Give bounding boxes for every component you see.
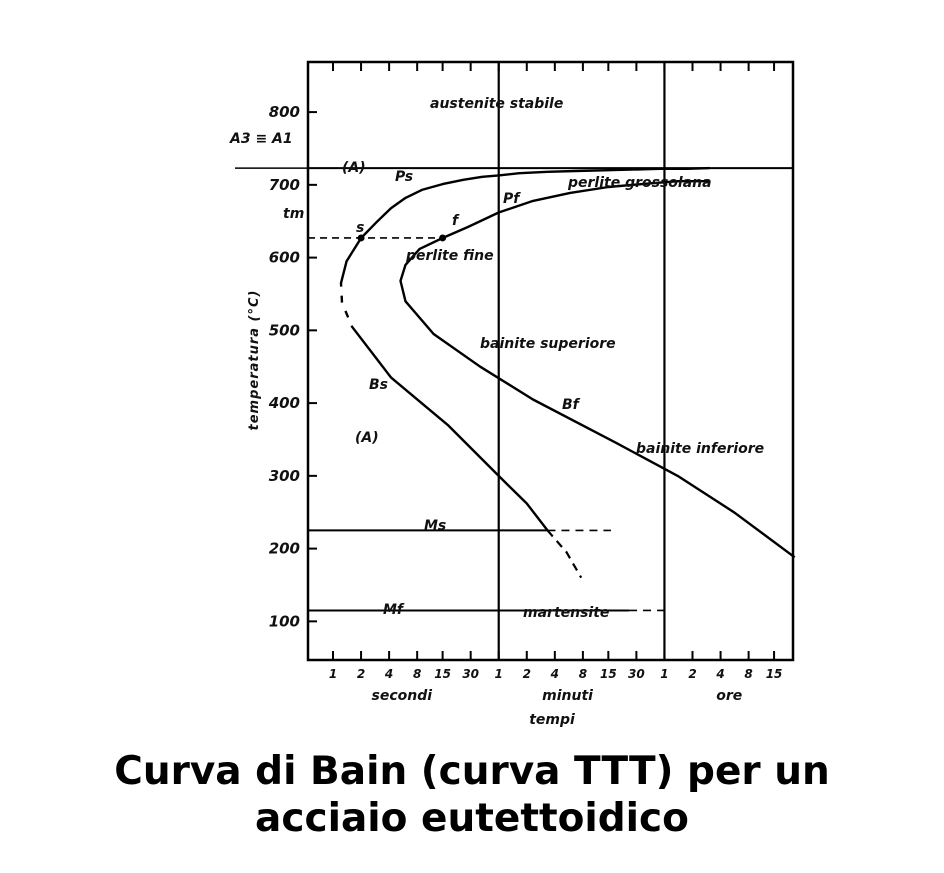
series-2-lower-curve	[399, 236, 796, 559]
x-unit-label: minuti	[542, 688, 593, 704]
series-1-upper-curve	[360, 166, 710, 239]
x-tick-label: 4	[715, 667, 724, 681]
annotation-perlite-fine: perlite fine	[405, 248, 494, 264]
series-1-lower-curve	[339, 237, 549, 532]
annotation-label-s: s	[356, 220, 364, 236]
y-tick-label: 500	[269, 321, 300, 339]
y-tick-label: 100	[269, 612, 300, 630]
ttt-chart: 100 200 300 400 500 600 700 800 1 2 4 8 15 30 1 2 4 8 15 3…	[229, 60, 796, 728]
y-tick-label: 600	[269, 249, 300, 267]
x-unit-label: secondi	[372, 688, 433, 704]
x-tick-label: 8	[579, 667, 587, 681]
caption-line-2: acciaio eutettoidico	[255, 796, 689, 841]
series-1-tail-dashed	[546, 529, 583, 579]
annotation-bainite-superiore: bainite superiore	[480, 336, 616, 352]
x-tick-label: 4	[550, 667, 559, 681]
x-tick-label: 4	[384, 667, 393, 681]
point-s-marker	[357, 234, 365, 242]
annotation-perlite-grossolana: perlite grossolana	[567, 175, 712, 191]
annotation-label-tm: tm	[283, 206, 304, 222]
label-a3-a1: A3 ≡ A1	[229, 131, 293, 147]
y-tick-label: 800	[269, 103, 300, 121]
point-f-marker	[439, 234, 447, 242]
y-tick-label: 200	[269, 540, 300, 558]
x-axis-title: tempi	[529, 712, 575, 728]
y-tick-label: 700	[269, 176, 300, 194]
annotation-label-ps: Ps	[395, 169, 413, 185]
x-tick-label: 1	[660, 667, 668, 681]
x-tick-label: 2	[523, 667, 531, 681]
x-tick-label: 2	[688, 667, 696, 681]
annotation-austenite-stabile: austenite stabile	[430, 96, 563, 112]
x-tick-label: 1	[495, 667, 503, 681]
x-tick-label: 30	[462, 667, 479, 681]
annotation-label-f: f	[452, 213, 460, 229]
y-axis-title: temperatura (°C)	[247, 290, 262, 431]
series-1-nose-dash-mask	[338, 286, 354, 328]
annotation-label-bf: Bf	[562, 397, 581, 413]
x-tick-label: 1	[329, 667, 337, 681]
x-tick-label: 2	[357, 667, 365, 681]
y-tick-label: 300	[269, 467, 300, 485]
series-2-upper-curve	[442, 180, 710, 240]
x-tick-label: 30	[628, 667, 645, 681]
x-tick-label: 8	[413, 667, 421, 681]
x-tick-label: 15	[766, 667, 783, 681]
annotation-bainite-inferiore: bainite inferiore	[636, 441, 764, 457]
x-tick-label: 15	[600, 667, 617, 681]
annotation-label-a-top: (A)	[342, 160, 366, 176]
x-unit-label: ore	[716, 688, 742, 704]
x-tick-label: 15	[434, 667, 451, 681]
annotation-label-mf: Mf	[383, 602, 405, 618]
annotation-label-pf: Pf	[503, 191, 521, 207]
annotation-label-a-bottom: (A)	[355, 430, 379, 446]
caption-line-1: Curva di Bain (curva TTT) per un	[114, 749, 830, 794]
plot-frame	[306, 60, 795, 662]
y-tick-label: 400	[268, 394, 300, 412]
annotation-label-bs: Bs	[369, 377, 388, 393]
annotation-martensite: martensite	[523, 605, 609, 621]
annotation-label-ms: Ms	[424, 518, 446, 534]
x-tick-label: 8	[744, 667, 752, 681]
